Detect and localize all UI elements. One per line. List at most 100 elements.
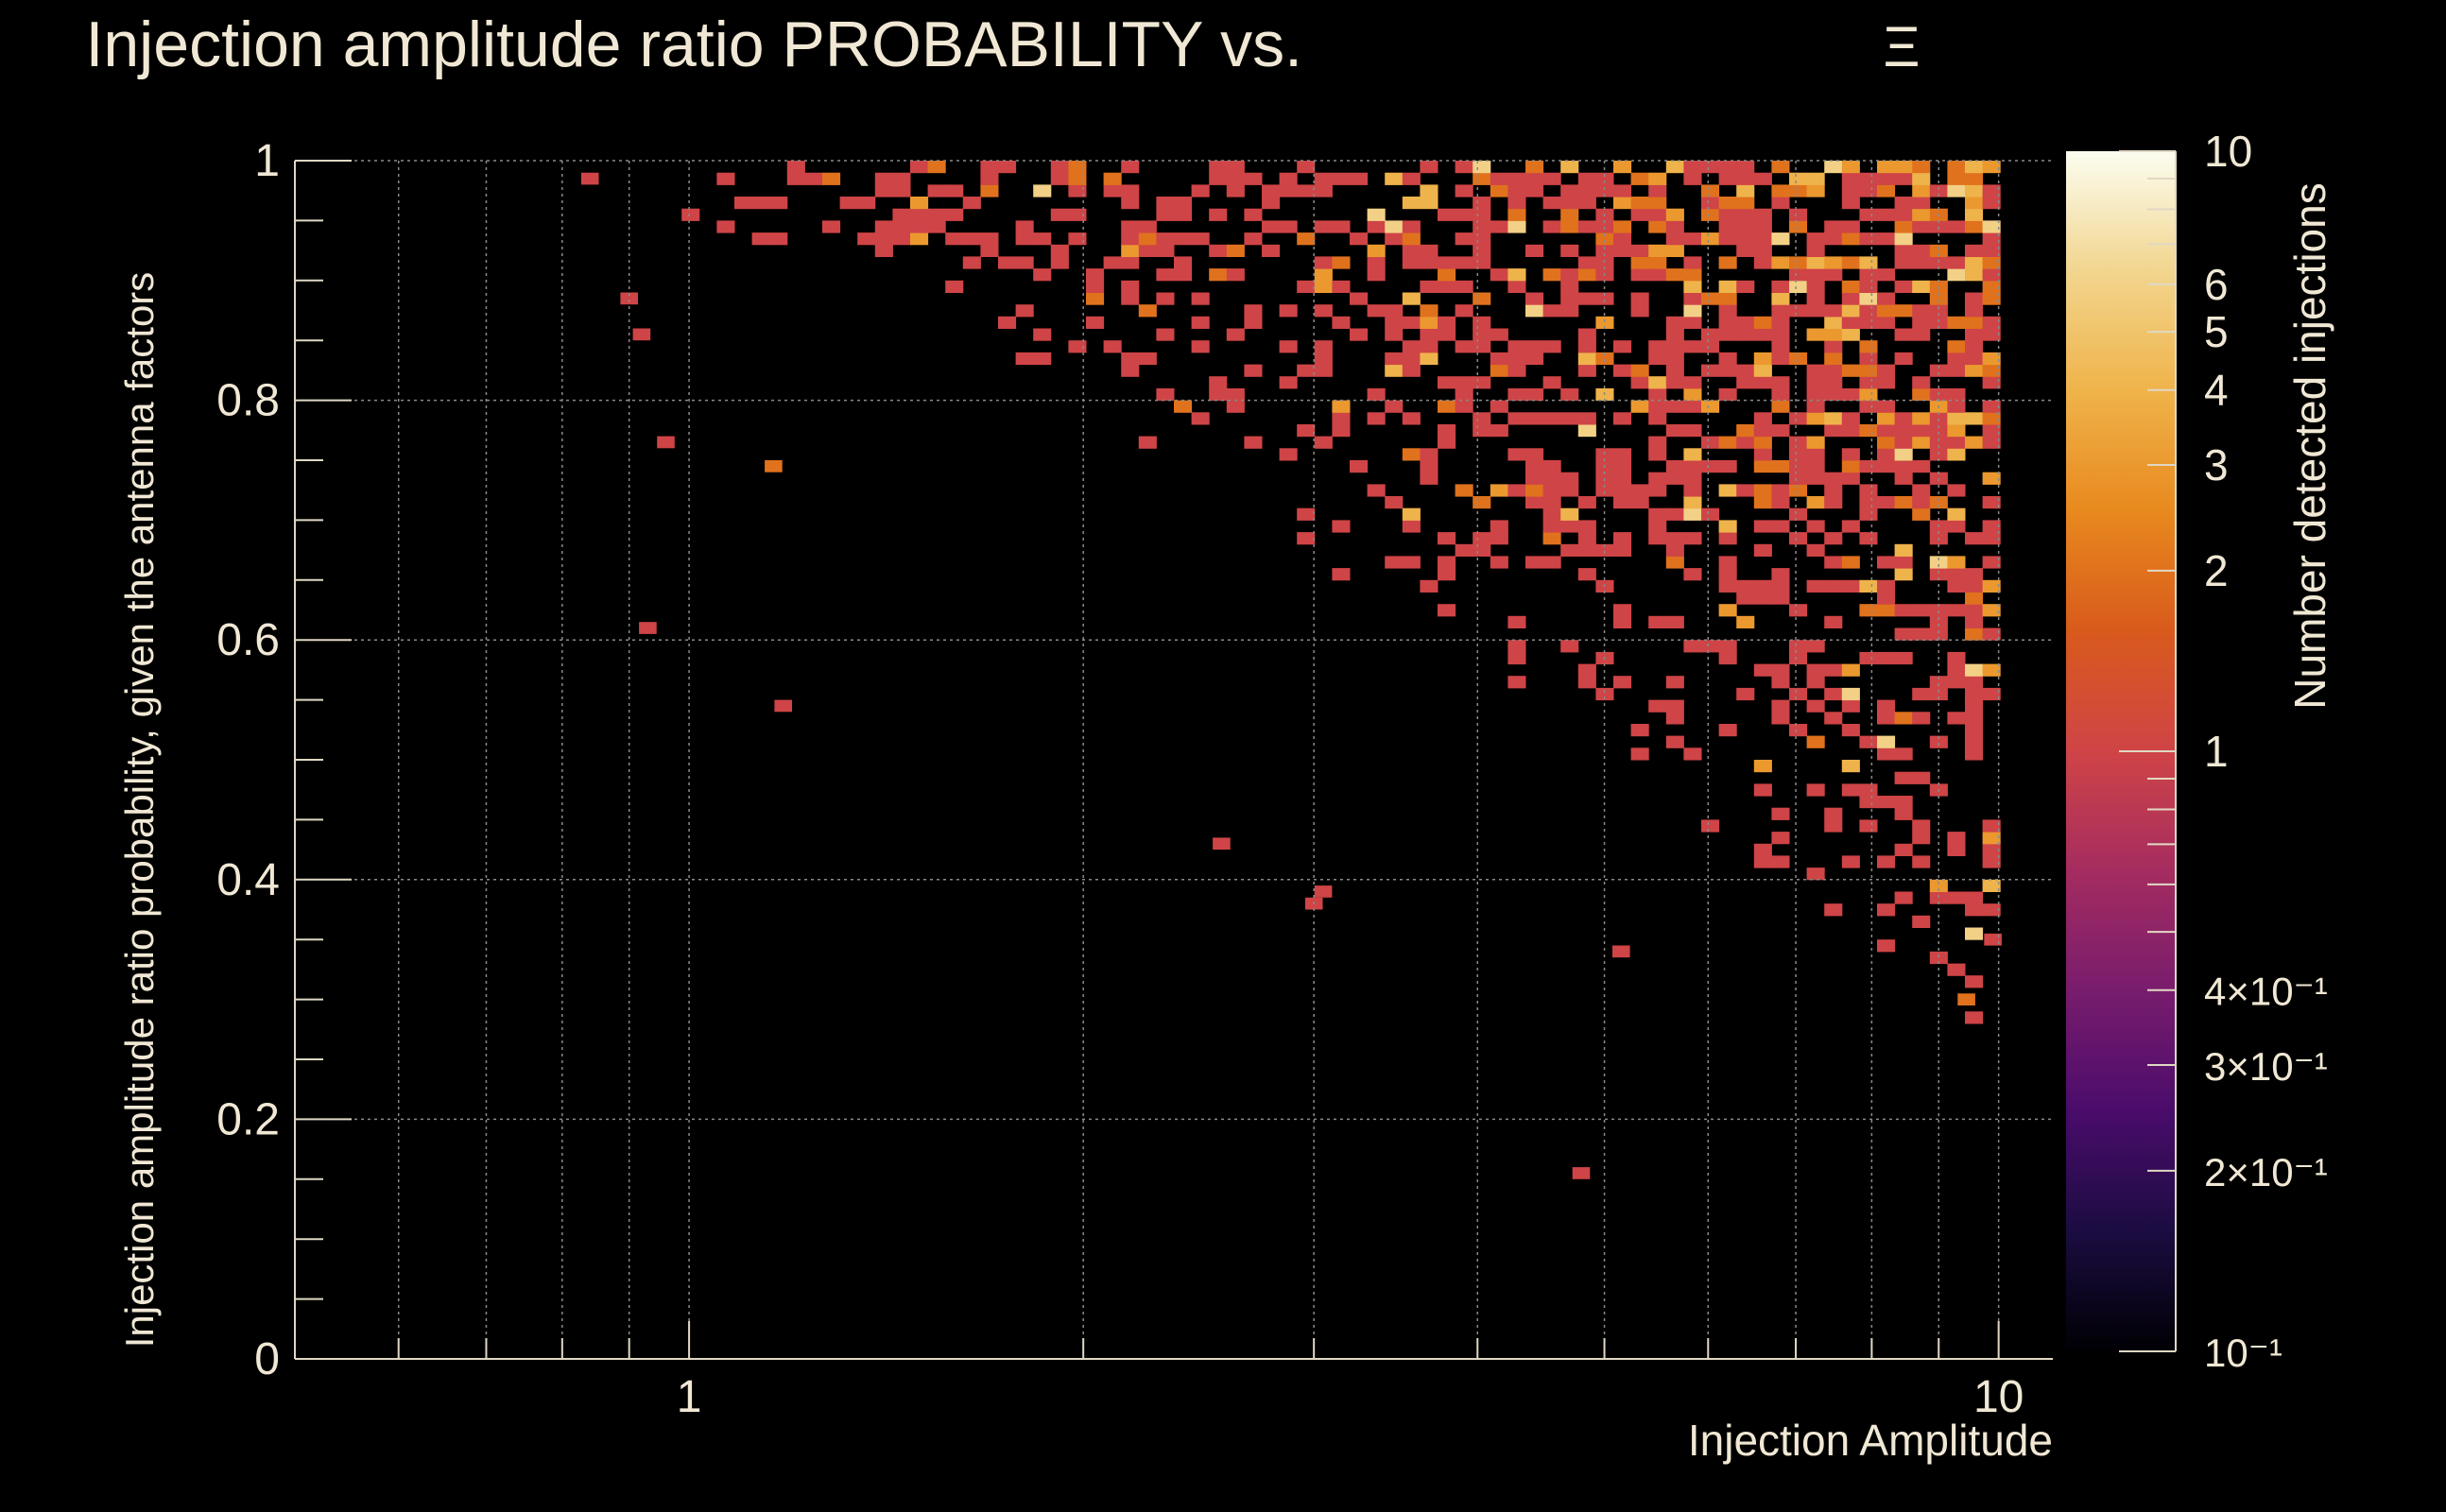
heatmap-bin bbox=[1297, 364, 1316, 377]
heatmap-bin bbox=[1420, 448, 1438, 461]
heatmap-bin bbox=[1490, 400, 1508, 413]
heatmap-bin bbox=[1894, 256, 1913, 269]
heatmap-bin bbox=[1648, 340, 1667, 353]
heatmap-bin bbox=[1473, 412, 1491, 425]
heatmap-bin bbox=[1033, 184, 1052, 198]
heatmap-bin bbox=[1648, 184, 1667, 198]
heatmap-bin bbox=[1314, 256, 1333, 269]
heatmap-bin bbox=[1665, 376, 1684, 389]
colorbar-tick-label: 4×10⁻¹ bbox=[2204, 970, 2328, 1014]
heatmap-bin bbox=[1718, 161, 1737, 174]
heatmap-bin bbox=[1912, 496, 1931, 509]
heatmap-bin bbox=[1560, 184, 1579, 198]
colorbar-tick-label: 3×10⁻¹ bbox=[2204, 1044, 2328, 1089]
heatmap-bin bbox=[1947, 651, 1966, 665]
heatmap-bin bbox=[1507, 197, 1526, 210]
heatmap-bin bbox=[1877, 448, 1896, 461]
heatmap-bin bbox=[1841, 232, 1860, 246]
heatmap-bin bbox=[1473, 208, 1491, 221]
heatmap-bin bbox=[1912, 507, 1931, 521]
heatmap-bin bbox=[1718, 724, 1737, 737]
heatmap-bin bbox=[1771, 387, 1790, 402]
heatmap-bin bbox=[1965, 292, 1984, 305]
heatmap-bin bbox=[1648, 532, 1667, 545]
heatmap-bin bbox=[1438, 436, 1456, 449]
heatmap-bin bbox=[1912, 712, 1931, 725]
heatmap-bin bbox=[1841, 699, 1860, 713]
x-axis-label: Injection Amplitude bbox=[1688, 1416, 2053, 1465]
heatmap-bin bbox=[1385, 232, 1404, 246]
heatmap-bin bbox=[1877, 796, 1896, 809]
heatmap-bin bbox=[1213, 837, 1231, 850]
heatmap-bin bbox=[1771, 579, 1790, 593]
heatmap-bin bbox=[1718, 304, 1737, 318]
heatmap-bin bbox=[1771, 484, 1790, 497]
heatmap-bin bbox=[1701, 292, 1720, 305]
heatmap-bin bbox=[1577, 268, 1596, 282]
heatmap-bin bbox=[1473, 496, 1491, 509]
heatmap-bin bbox=[1841, 256, 1860, 269]
heatmap-bin bbox=[1789, 184, 1808, 198]
heatmap-bin bbox=[1982, 579, 2001, 593]
heatmap-bin bbox=[1965, 975, 1984, 988]
heatmap-bin bbox=[1877, 292, 1896, 305]
heatmap-bin bbox=[1806, 496, 1825, 509]
heatmap-bin bbox=[1701, 400, 1720, 413]
heatmap-bin bbox=[1753, 783, 1772, 797]
heatmap-bin bbox=[1191, 292, 1210, 305]
heatmap-bin bbox=[1771, 352, 1790, 366]
heatmap-bin bbox=[716, 220, 735, 233]
heatmap-bin bbox=[1262, 244, 1281, 257]
heatmap-bin bbox=[1665, 472, 1684, 485]
heatmap-bin bbox=[1982, 268, 2001, 282]
heatmap-bin bbox=[1630, 496, 1649, 509]
heatmap-bin bbox=[1665, 712, 1684, 725]
heatmap-bin bbox=[1507, 615, 1526, 628]
heatmap-bin bbox=[1138, 304, 1157, 318]
heatmap-bin bbox=[1806, 448, 1825, 461]
heatmap-bin bbox=[1490, 520, 1508, 533]
heatmap-bin bbox=[1191, 316, 1210, 329]
heatmap-bin bbox=[1314, 885, 1333, 898]
heatmap-bin bbox=[1402, 507, 1421, 521]
heatmap-bin bbox=[1859, 292, 1878, 305]
heatmap-bin bbox=[1736, 184, 1755, 198]
heatmap-bin bbox=[1138, 244, 1157, 257]
heatmap-bin bbox=[1824, 304, 1843, 318]
heatmap-bin bbox=[1385, 172, 1404, 185]
heatmap-bin bbox=[1648, 268, 1667, 282]
heatmap-bin bbox=[1665, 268, 1684, 282]
colorbar-tick-label: 6 bbox=[2204, 260, 2229, 309]
heatmap-bin bbox=[1595, 316, 1614, 329]
heatmap-bin bbox=[1507, 268, 1526, 282]
heatmap-bin bbox=[1753, 376, 1772, 389]
heatmap-bin bbox=[1525, 340, 1544, 353]
heatmap-bin bbox=[1841, 161, 1860, 174]
heatmap-bin bbox=[1665, 244, 1684, 257]
heatmap-bin bbox=[892, 172, 911, 185]
heatmap-bin bbox=[1560, 507, 1579, 521]
heatmap-bin bbox=[1841, 663, 1860, 677]
heatmap-bin bbox=[1665, 460, 1684, 473]
heatmap-bin bbox=[1174, 256, 1193, 269]
heatmap-bin bbox=[1947, 448, 1966, 461]
heatmap-bin bbox=[1982, 604, 2001, 617]
heatmap-bin bbox=[1947, 352, 1966, 366]
heatmap-bin bbox=[1894, 543, 1913, 557]
heatmap-bin bbox=[1965, 903, 1984, 917]
heatmap-bin bbox=[1174, 208, 1193, 221]
heatmap-bin bbox=[1438, 316, 1456, 329]
heatmap-bin bbox=[1050, 208, 1069, 221]
heatmap-bin bbox=[1595, 484, 1614, 497]
heatmap-bin bbox=[1367, 304, 1386, 318]
y-axis-label: Injection amplitude ratio probability, g… bbox=[117, 272, 162, 1349]
heatmap-bin bbox=[1859, 400, 1878, 413]
heatmap-bin bbox=[1420, 316, 1438, 329]
heatmap-bin bbox=[1595, 543, 1614, 557]
heatmap-bin bbox=[1402, 232, 1421, 246]
heatmap-bin bbox=[1683, 507, 1702, 521]
heatmap-bin bbox=[1033, 328, 1052, 341]
heatmap-bin bbox=[1665, 543, 1684, 557]
heatmap-bin bbox=[1420, 244, 1438, 257]
heatmap-bin bbox=[1314, 184, 1333, 198]
